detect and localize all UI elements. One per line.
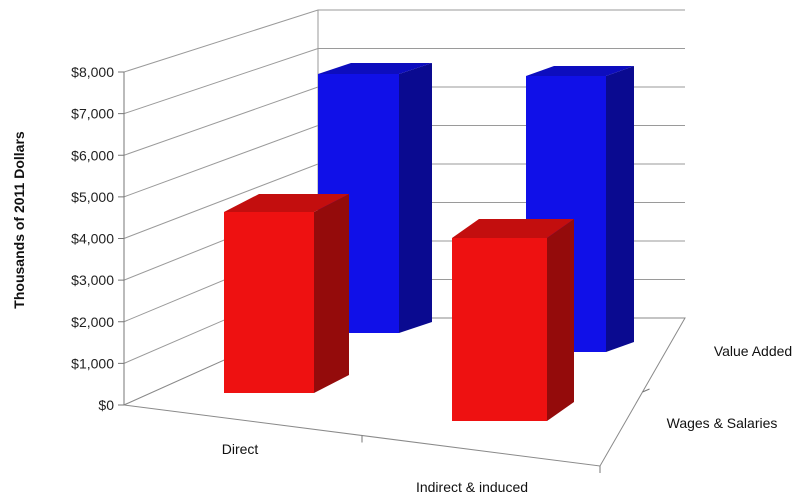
bar-top-face [452, 219, 574, 238]
y-tick-label: $6,000 [71, 147, 114, 163]
category-label-direct: Direct [222, 441, 259, 457]
y-axis-title: Thousands of 2011 Dollars [11, 131, 27, 309]
y-tick-label: $1,000 [71, 355, 114, 371]
bar-top-face [318, 63, 432, 74]
bar-side-face [606, 66, 634, 352]
y-tick-label: $8,000 [71, 64, 114, 80]
y-tick-label: $4,000 [71, 231, 114, 247]
labels: Thousands of 2011 Dollars Direct Indirec… [11, 64, 792, 495]
bar-top-face [224, 194, 349, 212]
category-label-indirect: Indirect & induced [416, 479, 528, 495]
y-tick-label: $2,000 [71, 314, 114, 330]
y-tick-label: $3,000 [71, 272, 114, 288]
series-axis-label-value-added: Value Added [714, 343, 792, 359]
bar-side-face [547, 219, 574, 421]
gridline [123, 9, 685, 73]
z-tick [642, 388, 650, 393]
bar-wages-indirect [452, 219, 574, 421]
bar-front-face [224, 212, 314, 393]
y-tick-label: $5,000 [71, 189, 114, 205]
bars [224, 63, 634, 421]
bar-wages-direct [224, 194, 349, 393]
series-axis-label-wages: Wages & Salaries [667, 415, 778, 431]
y-tick-label: $0 [98, 397, 114, 413]
bar-side-face [314, 194, 349, 393]
bar-front-face [452, 238, 547, 421]
bar-side-face [399, 63, 432, 333]
bar-top-face [526, 66, 634, 76]
y-tick-label: $7,000 [71, 106, 114, 122]
